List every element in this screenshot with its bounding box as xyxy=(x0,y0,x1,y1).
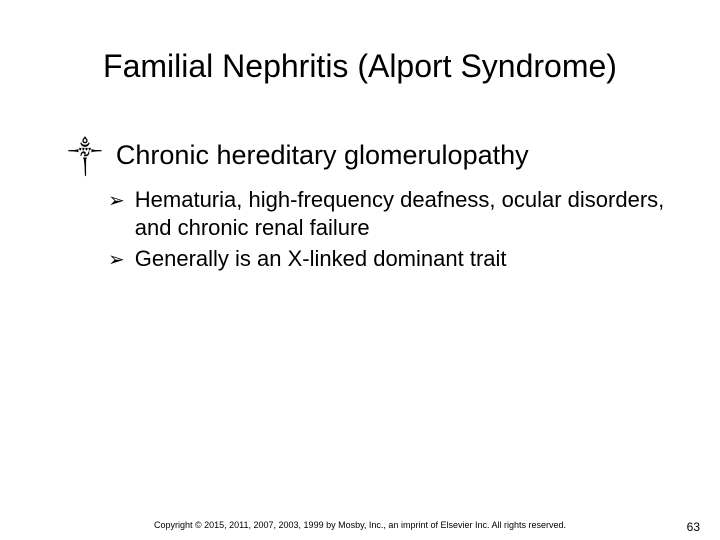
arrowhead-bullet-icon: ➢ xyxy=(108,189,125,214)
page-number: 63 xyxy=(687,520,700,534)
bullet-level1: ༒ Chronic hereditary glomerulopathy xyxy=(68,140,529,171)
level2-text: Generally is an X-linked dominant trait xyxy=(135,245,507,273)
level1-text: Chronic hereditary glomerulopathy xyxy=(116,140,529,171)
list-item: ➢ Generally is an X-linked dominant trai… xyxy=(108,245,668,273)
slide-title: Familial Nephritis (Alport Syndrome) xyxy=(0,48,720,85)
slide: Familial Nephritis (Alport Syndrome) ༒ C… xyxy=(0,0,720,540)
level2-text: Hematuria, high-frequency deafness, ocul… xyxy=(135,186,668,241)
bullet-level2-list: ➢ Hematuria, high-frequency deafness, oc… xyxy=(108,186,668,277)
arrowhead-bullet-icon: ➢ xyxy=(108,248,125,273)
script-bullet-icon: ༒ xyxy=(68,143,102,169)
copyright-text: Copyright © 2015, 2011, 2007, 2003, 1999… xyxy=(0,520,720,530)
list-item: ➢ Hematuria, high-frequency deafness, oc… xyxy=(108,186,668,241)
